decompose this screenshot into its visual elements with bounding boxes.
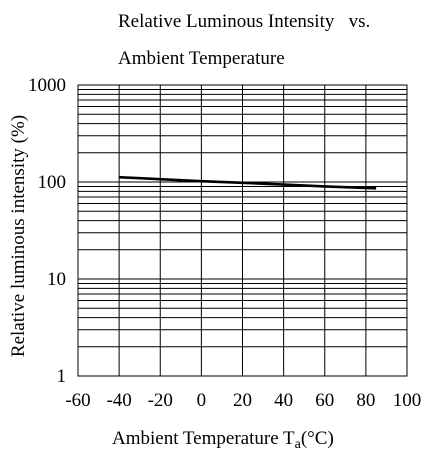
- chart-title-line1: Relative Luminous Intensity vs.: [118, 11, 370, 32]
- x-axis-label-main: Ambient Temperature T: [112, 428, 295, 449]
- x-tick-label: 60: [315, 390, 334, 411]
- x-axis-ticks: -60 -40 -20 0 20 40 60 80 100: [65, 390, 421, 411]
- y-axis-ticks: 1 10 100 1000: [28, 75, 66, 387]
- series-line: [119, 175, 377, 190]
- x-tick-label: -20: [148, 390, 173, 411]
- x-axis-label: Ambient Temperature Ta(°C): [112, 428, 334, 452]
- y-tick-label: 1000: [28, 75, 66, 96]
- x-axis-label-subscript: a: [295, 437, 302, 452]
- x-tick-label: 80: [356, 390, 375, 411]
- y-tick-label: 100: [38, 172, 67, 193]
- grid: [78, 85, 407, 376]
- y-tick-label: 1: [57, 366, 67, 387]
- series-group: [119, 175, 377, 190]
- x-tick-label: 40: [274, 390, 293, 411]
- x-tick-label: 0: [197, 390, 207, 411]
- y-tick-label: 10: [47, 269, 66, 290]
- y-axis-label: Relative luminous intensity (%): [8, 115, 29, 357]
- plot-frame: [77, 84, 408, 377]
- x-tick-label: 100: [393, 390, 422, 411]
- x-axis-label-unit: (°C): [301, 428, 334, 449]
- x-tick-label: 20: [233, 390, 252, 411]
- chart-title-line2: Ambient Temperature: [118, 48, 285, 69]
- x-tick-label: -60: [65, 390, 90, 411]
- x-tick-label: -40: [106, 390, 131, 411]
